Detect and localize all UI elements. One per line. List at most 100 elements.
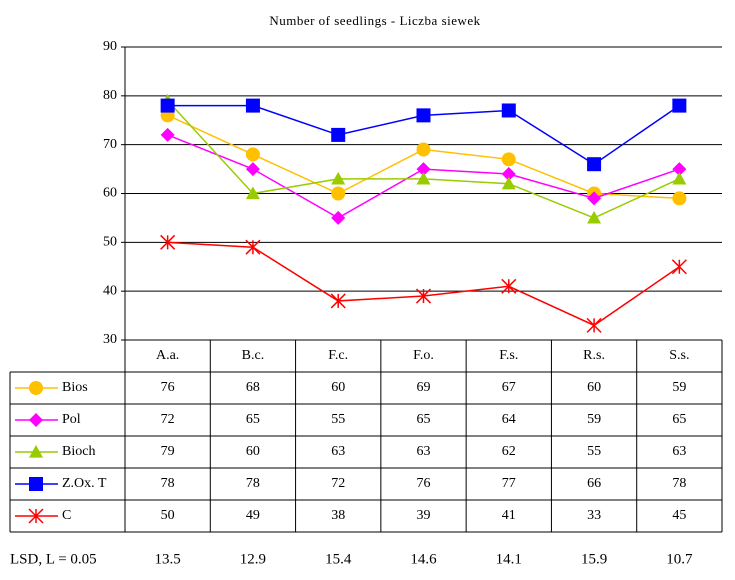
table-value: 60 bbox=[587, 380, 601, 395]
table-value: 78 bbox=[246, 476, 260, 491]
table-value: 69 bbox=[417, 380, 431, 395]
marker bbox=[587, 210, 602, 224]
marker bbox=[501, 278, 517, 294]
table-value: 65 bbox=[246, 412, 260, 427]
table-value: 64 bbox=[502, 412, 516, 427]
y-tick-label: 80 bbox=[103, 88, 117, 103]
marker bbox=[671, 259, 687, 275]
table-value: 60 bbox=[246, 444, 260, 459]
legend-marker bbox=[29, 477, 43, 491]
legend-label: Pol bbox=[62, 412, 81, 427]
lsd-value: 13.5 bbox=[155, 551, 181, 567]
marker bbox=[160, 98, 175, 113]
table-value: 38 bbox=[331, 508, 345, 523]
y-tick-label: 60 bbox=[103, 186, 117, 201]
y-tick-label: 90 bbox=[103, 39, 117, 54]
table-value: 33 bbox=[587, 508, 601, 523]
table-value: 78 bbox=[161, 476, 175, 491]
series-line bbox=[167, 114, 680, 200]
x-tick-label: F.s. bbox=[499, 348, 518, 363]
table-value: 68 bbox=[246, 380, 260, 395]
x-tick-label: F.o. bbox=[413, 348, 434, 363]
x-tick-label: A.a. bbox=[156, 348, 179, 363]
table-value: 49 bbox=[246, 508, 260, 523]
table-value: 76 bbox=[161, 380, 175, 395]
lsd-value: 10.7 bbox=[666, 551, 693, 567]
marker bbox=[416, 142, 431, 157]
table-value: 63 bbox=[331, 444, 345, 459]
marker bbox=[245, 162, 260, 177]
table-value: 39 bbox=[417, 508, 431, 523]
lsd-value: 15.9 bbox=[581, 551, 607, 567]
marker bbox=[160, 127, 175, 142]
table-value: 63 bbox=[672, 444, 686, 459]
marker bbox=[331, 171, 346, 185]
table-value: 78 bbox=[672, 476, 686, 491]
marker bbox=[587, 157, 602, 172]
y-tick-label: 40 bbox=[103, 283, 117, 298]
legend-marker bbox=[28, 508, 44, 524]
marker bbox=[160, 234, 176, 250]
marker bbox=[672, 162, 687, 177]
legend-label: Bioch bbox=[62, 444, 95, 459]
chart-title: Number of seedlings - Liczba siewek bbox=[269, 13, 480, 28]
lsd-value: 15.4 bbox=[325, 551, 352, 567]
lsd-label: LSD, L = 0.05 bbox=[10, 551, 97, 567]
legend-marker bbox=[29, 413, 43, 427]
legend-marker bbox=[29, 381, 43, 395]
marker bbox=[416, 171, 431, 185]
y-tick-label: 50 bbox=[103, 235, 117, 250]
table-value: 55 bbox=[331, 412, 345, 427]
table-value: 67 bbox=[502, 380, 516, 395]
legend-label: C bbox=[62, 508, 71, 523]
marker bbox=[672, 191, 687, 206]
marker bbox=[331, 186, 346, 201]
legend-marker bbox=[29, 445, 43, 458]
table-value: 50 bbox=[161, 508, 175, 523]
marker bbox=[501, 103, 516, 118]
y-tick-label: 70 bbox=[103, 137, 117, 152]
series-line bbox=[167, 241, 680, 327]
table-value: 66 bbox=[587, 476, 601, 491]
table-value: 65 bbox=[672, 412, 686, 427]
marker bbox=[330, 293, 346, 309]
marker bbox=[586, 317, 602, 333]
table-value: 45 bbox=[672, 508, 686, 523]
x-tick-label: S.s. bbox=[669, 348, 689, 363]
marker bbox=[501, 176, 516, 190]
marker bbox=[587, 191, 602, 206]
table-value: 72 bbox=[161, 412, 175, 427]
marker bbox=[331, 210, 346, 225]
marker bbox=[331, 127, 346, 142]
marker bbox=[245, 147, 260, 162]
table-value: 62 bbox=[502, 444, 516, 459]
marker bbox=[501, 166, 516, 181]
table-value: 63 bbox=[417, 444, 431, 459]
marker bbox=[245, 186, 260, 200]
table-value: 72 bbox=[331, 476, 345, 491]
table-value: 76 bbox=[417, 476, 431, 491]
y-tick-label: 30 bbox=[103, 332, 117, 347]
table-value: 79 bbox=[161, 444, 175, 459]
legend-label: Z.Ox. T bbox=[62, 476, 107, 491]
marker bbox=[245, 98, 260, 113]
table-value: 77 bbox=[502, 476, 516, 491]
table-value: 65 bbox=[417, 412, 431, 427]
legend-label: Bios bbox=[62, 380, 88, 395]
marker bbox=[415, 288, 432, 304]
marker bbox=[672, 98, 687, 113]
lsd-value: 14.6 bbox=[410, 551, 437, 567]
marker bbox=[672, 171, 687, 185]
marker bbox=[501, 152, 516, 167]
x-tick-label: F.c. bbox=[328, 348, 348, 363]
table-value: 41 bbox=[502, 508, 516, 523]
lsd-value: 14.1 bbox=[496, 551, 522, 567]
table-value: 59 bbox=[587, 412, 601, 427]
lsd-value: 12.9 bbox=[240, 551, 266, 567]
table-value: 55 bbox=[587, 444, 601, 459]
marker bbox=[245, 239, 261, 255]
table-value: 59 bbox=[672, 380, 686, 395]
x-tick-label: R.s. bbox=[583, 348, 605, 363]
table-value: 60 bbox=[331, 380, 345, 395]
